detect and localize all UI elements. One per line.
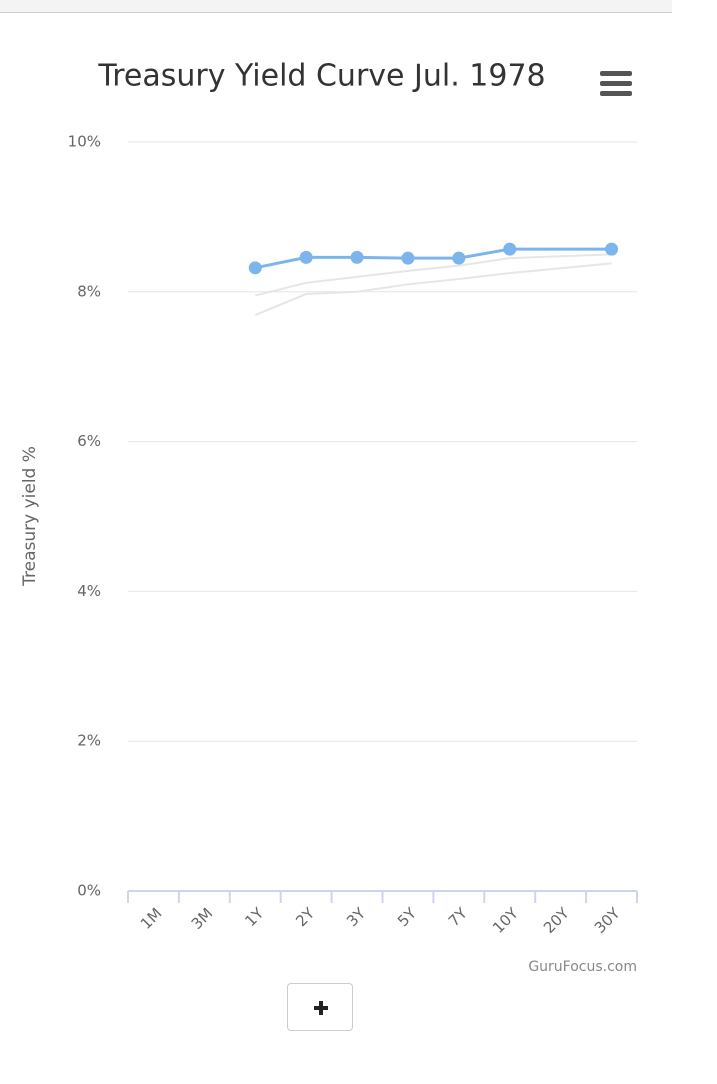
- x-tick-label: 3Y: [343, 904, 370, 931]
- point: [350, 250, 364, 264]
- y-tick-label: 6%: [77, 432, 101, 450]
- x-tick-label: 7Y: [445, 904, 472, 931]
- line-connector: [509, 262, 612, 275]
- x-tick-label: 2Y: [292, 904, 319, 931]
- chart-title: Treasury Yield Curve Jul. 1978: [97, 59, 545, 94]
- point: [503, 242, 517, 256]
- history-line: [255, 263, 611, 315]
- point: [401, 251, 415, 265]
- point: [299, 250, 313, 264]
- y-tick-label: 0%: [77, 882, 101, 900]
- point: [605, 242, 619, 256]
- y-tick-label: 4%: [77, 582, 101, 600]
- x-tick-label: 10Y: [489, 904, 522, 937]
- line-connector: [509, 253, 612, 260]
- x-tick-label: 20Y: [540, 904, 573, 937]
- x-tick-label: 3M: [188, 904, 217, 933]
- x-tick-label: 1M: [137, 904, 166, 933]
- credit[interactable]: GuruFocus.com: [528, 959, 637, 975]
- y-axis-title: Treasury yield %: [20, 446, 40, 587]
- y-tick-label: 2%: [77, 732, 101, 750]
- point: [452, 251, 466, 265]
- point: [248, 261, 262, 275]
- y-tick-label: 8%: [77, 282, 101, 300]
- menu-icon[interactable]: [600, 71, 632, 96]
- y-tick-label: 10%: [68, 133, 101, 151]
- browser-strip: [0, 0, 672, 12]
- x-tick-label: 5Y: [394, 904, 421, 931]
- x-tick-label: 30Y: [591, 904, 624, 937]
- add-button[interactable]: [287, 983, 353, 1031]
- x-tick-label: 1Y: [241, 904, 268, 931]
